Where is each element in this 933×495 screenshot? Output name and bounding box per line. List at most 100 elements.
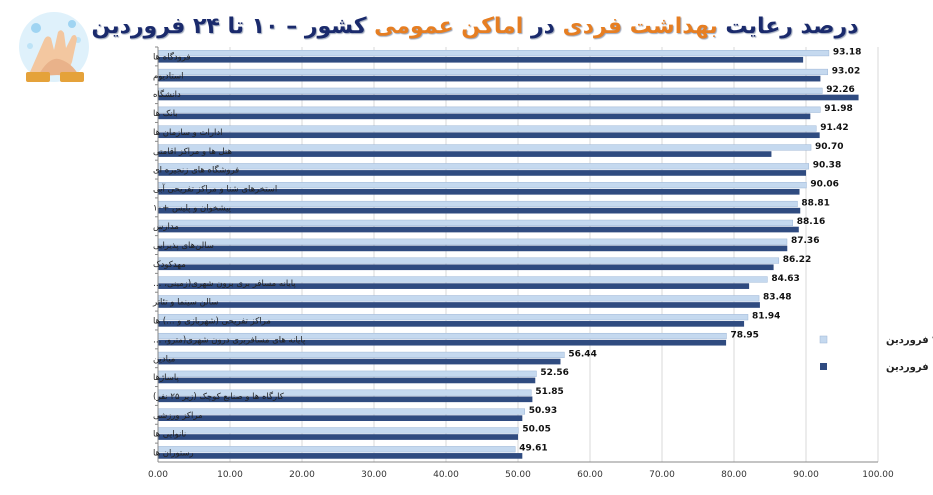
category-label: میادین <box>153 354 175 364</box>
category-label: پاسا‌ژها <box>153 373 179 383</box>
x-tick-label: 90.00 <box>793 470 819 480</box>
category-label: هتل ها و مراکز اقامتی <box>153 147 232 157</box>
bar-series-2 <box>158 358 561 365</box>
title-part-1: درصد رعایت <box>717 13 859 39</box>
bar-series-1 <box>157 163 809 170</box>
category-label: مدارس <box>153 222 179 232</box>
data-label: 52.56 <box>540 368 568 378</box>
x-tick-label: 20.00 <box>289 470 315 480</box>
data-label: 92.26 <box>826 85 854 95</box>
bar-series-1 <box>157 446 516 453</box>
category-label: استخرهای شنا و مراکز تفریحی آبی <box>153 182 277 194</box>
bar-series-2 <box>158 94 859 101</box>
legend-swatch-series-1 <box>819 335 828 344</box>
title-part-5: کشور – ۱۰ تا ۲۴ فروردین <box>91 13 375 39</box>
category-label: مهدکودک <box>153 260 186 270</box>
bar-series-2 <box>158 283 750 289</box>
x-tick-label: 40.00 <box>433 470 459 480</box>
title-part-2: بهداشت فردی <box>562 13 718 39</box>
bar-series-1 <box>157 427 519 434</box>
x-tick-label: 0.00 <box>148 470 168 480</box>
bar-series-2 <box>158 302 760 308</box>
bar-series-1 <box>157 200 798 208</box>
data-label: 50.05 <box>522 425 550 435</box>
bar-series-1 <box>157 219 794 226</box>
bar-series-2 <box>158 56 804 63</box>
data-label: 49.61 <box>519 444 547 454</box>
bar-series-2 <box>158 434 518 440</box>
data-label: 81.94 <box>752 312 780 322</box>
data-label: 90.70 <box>815 142 843 152</box>
legend-label-series-1: تا ۲۴ فروردین <box>886 335 933 346</box>
data-label: 88.81 <box>801 198 829 208</box>
bar-series-1 <box>157 408 525 415</box>
bar-series-2 <box>158 245 788 252</box>
category-label: ادارات و سازمان ها <box>153 128 222 138</box>
bar-series-2 <box>158 377 536 384</box>
bar-series-2 <box>158 453 523 459</box>
data-label: 84.63 <box>771 274 799 284</box>
bar-series-2 <box>158 188 800 195</box>
category-label: فرودگاه ها <box>153 51 191 62</box>
category-label: فروشگاه های زنجیره ای <box>153 165 239 176</box>
title-part-4: اماکن عمومی <box>374 13 524 39</box>
bar-series-2 <box>158 264 774 271</box>
bar-series-2 <box>158 415 523 421</box>
category-label: سالن سینما و تئاتر <box>152 298 218 308</box>
bar-series-1 <box>157 106 821 113</box>
bar-series-1 <box>157 68 828 76</box>
data-label: 50.93 <box>529 406 557 416</box>
category-label: سالن‌های پذیرایی <box>153 241 214 251</box>
bar-series-1 <box>157 238 788 245</box>
category-label: رستوران ها <box>153 449 194 459</box>
category-label: پایانه های مسافربری درون شهری(مترو، … <box>153 335 306 345</box>
legend-label-series-2: تا ۱۷ فروردین <box>886 362 933 373</box>
bar-series-1 <box>157 144 812 151</box>
x-tick-label: 80.00 <box>721 470 747 480</box>
category-label: مراکز تفریحی (شهربازی و …) ها <box>153 317 271 327</box>
bar-series-2 <box>158 226 799 233</box>
data-label: 56.44 <box>568 349 596 359</box>
x-tick-label: 30.00 <box>361 470 387 480</box>
data-label: 93.02 <box>832 66 860 76</box>
data-label: 83.48 <box>763 293 791 303</box>
category-label: نانوایی ها <box>153 430 186 440</box>
bar-series-2 <box>158 321 745 327</box>
data-label: 93.18 <box>833 47 861 57</box>
data-label: 86.22 <box>783 255 811 265</box>
data-label: 87.36 <box>791 236 819 246</box>
bar-series-1 <box>157 87 823 94</box>
category-label: پیشخوان و پلیس +۱۰ <box>153 203 232 213</box>
x-tick-label: 50.00 <box>505 470 531 480</box>
bar-series-2 <box>158 170 806 176</box>
bar-series-1 <box>157 257 780 264</box>
bar-series-2 <box>158 339 727 346</box>
data-label: 78.95 <box>730 330 758 340</box>
bar-series-2 <box>158 207 801 214</box>
x-tick-label: 10.00 <box>217 470 243 480</box>
bar-series-1 <box>157 295 760 302</box>
x-tick-label: 100.00 <box>862 470 894 480</box>
legend-swatch-series-2 <box>820 363 827 370</box>
chart-title: درصد رعایت بهداشت فردی در اماکن عمومی کش… <box>92 6 859 46</box>
category-label: مراکز ورزشی <box>153 411 203 421</box>
bar-series-1 <box>157 351 565 359</box>
bar-series-1 <box>157 50 830 57</box>
bar-series-2 <box>158 396 533 403</box>
data-label: 90.38 <box>813 161 841 171</box>
data-label: 90.06 <box>810 179 838 189</box>
bar-series-2 <box>158 132 820 139</box>
category-label: دانشگاه <box>153 89 181 100</box>
bar-series-1 <box>157 370 537 377</box>
category-label: کارگاه ها و صنایع کوچک (زیر ۲۵ نفر) <box>153 391 285 402</box>
x-tick-label: 70.00 <box>649 470 675 480</box>
bar-series-2 <box>158 75 821 82</box>
title-part-3: در <box>523 13 563 39</box>
data-label: 91.42 <box>820 123 848 133</box>
handwashing-logo <box>14 10 94 85</box>
category-label: بانک ها <box>153 109 178 119</box>
data-label: 51.85 <box>535 387 563 397</box>
data-label: 88.16 <box>797 217 825 227</box>
